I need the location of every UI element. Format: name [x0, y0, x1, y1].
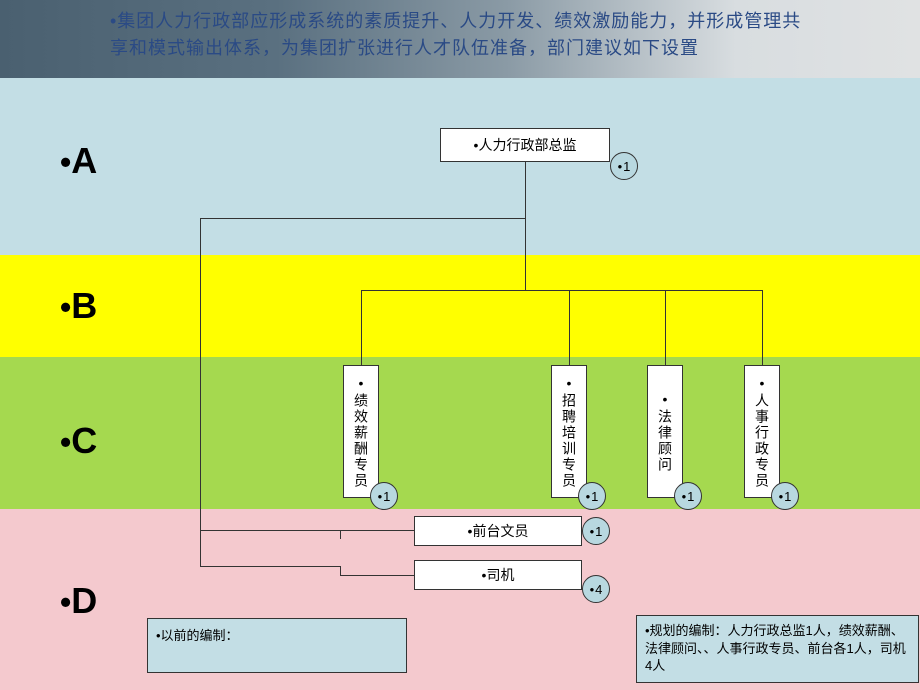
line-drop-c3: [665, 290, 666, 365]
footer-right-text: •规划的编制：人力行政总监1人，绩效薪酬、法律顾问、、人事行政专员、前台各1人，…: [645, 623, 906, 673]
section-label-a: •A: [60, 140, 97, 182]
node-c4-label: •人事行政专员: [752, 375, 772, 489]
line-left-branch-h: [200, 218, 526, 219]
node-d1-label: •前台文员: [468, 521, 529, 541]
line-d-split-d2v: [340, 566, 341, 575]
section-label-d: •D: [60, 580, 97, 622]
line-top-down: [525, 162, 526, 290]
section-label-c: •C: [60, 420, 97, 462]
line-d-to-d1: [340, 530, 414, 531]
badge-director: 1: [610, 152, 638, 180]
line-drop-c1: [361, 290, 362, 365]
badge-d1: 1: [582, 517, 610, 545]
line-bus: [361, 290, 763, 291]
footer-right: •规划的编制：人力行政总监1人，绩效薪酬、法律顾问、、人事行政专员、前台各1人，…: [636, 615, 919, 683]
node-c2: •招聘培训专员: [551, 365, 587, 498]
line-d-split-d1v: [340, 530, 341, 539]
band-a: [0, 78, 920, 255]
footer-left-text: •以前的编制：: [156, 628, 239, 643]
line-left-branch-v: [200, 218, 201, 566]
node-director: •人力行政部总监: [440, 128, 610, 162]
node-c4: •人事行政专员: [744, 365, 780, 498]
badge-d2: 4: [582, 575, 610, 603]
badge-c1: 1: [370, 482, 398, 510]
band-b: [0, 255, 920, 357]
line-drop-c4: [762, 290, 763, 365]
header: •集团人力行政部应形成系统的素质提升、人力开发、绩效激励能力，并形成管理共享和模…: [0, 0, 920, 78]
node-c1: •绩效薪酬专员: [343, 365, 379, 498]
badge-c3: 1: [674, 482, 702, 510]
line-drop-c2: [569, 290, 570, 365]
badge-c4: 1: [771, 482, 799, 510]
section-label-b: •B: [60, 285, 97, 327]
line-d-to-d2: [340, 575, 414, 576]
header-text: •集团人力行政部应形成系统的素质提升、人力开发、绩效激励能力，并形成管理共享和模…: [110, 11, 801, 58]
node-director-label: •人力行政部总监: [474, 135, 577, 155]
node-d1: •前台文员: [414, 516, 582, 546]
node-d2: •司机: [414, 560, 582, 590]
node-c1-label: •绩效薪酬专员: [351, 375, 371, 489]
node-c3: •法律顾问: [647, 365, 683, 498]
node-d2-label: •司机: [482, 565, 515, 585]
footer-left: •以前的编制：: [147, 618, 407, 673]
line-d-split-bottom: [200, 566, 340, 567]
node-c3-label: •法律顾问: [655, 391, 675, 473]
line-d-split-top: [200, 530, 340, 531]
node-c2-label: •招聘培训专员: [559, 375, 579, 489]
badge-c2: 1: [578, 482, 606, 510]
